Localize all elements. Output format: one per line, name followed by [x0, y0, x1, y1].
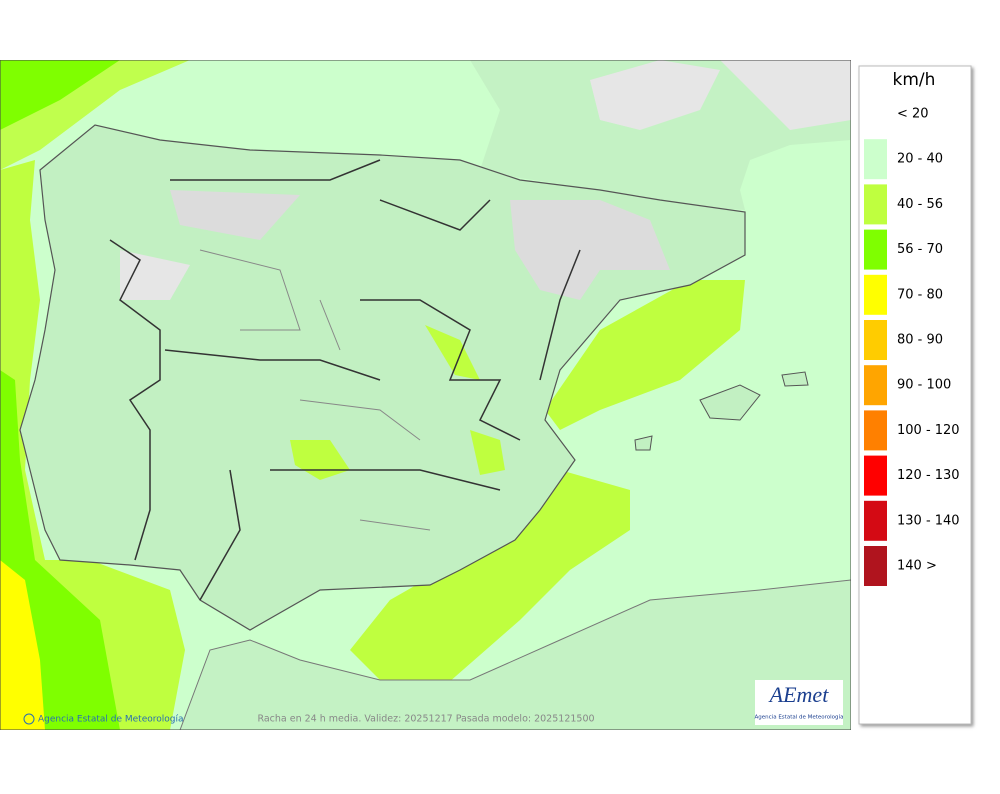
legend-label: 80 - 90 [897, 333, 943, 348]
credit: Agencia Estatal de Meteorología [38, 715, 184, 725]
legend-swatch [864, 365, 887, 406]
legend-swatch [864, 229, 887, 270]
legend-label: 100 - 120 [897, 423, 960, 438]
legend: km/h < 20 20 - 40 40 - 56 56 - 70 70 - 80 80 … [858, 65, 972, 725]
legend-label: 140 > [897, 559, 937, 574]
caption: Racha en 24 h media. Validez: 20251217 P… [257, 714, 594, 725]
legend-label: 90 - 100 [897, 378, 951, 393]
legend-swatch [864, 184, 887, 225]
legend-label: 120 - 130 [897, 468, 960, 483]
legend-swatch [864, 500, 887, 541]
legend-swatch [864, 274, 887, 315]
logo-text: AEmet [768, 682, 830, 707]
legend-swatch [864, 410, 887, 451]
legend-label: 70 - 80 [897, 287, 943, 302]
legend-swatch [864, 546, 887, 586]
legend-label: < 20 [897, 107, 929, 122]
legend-label: 56 - 70 [897, 242, 943, 257]
legend-label: 20 - 40 [897, 152, 943, 167]
logo-subtitle: Agencia Estatal de Meteorología [755, 714, 844, 721]
legend-label: 40 - 56 [897, 197, 943, 212]
legend-unit: km/h [893, 70, 936, 90]
legend-label: 130 - 140 [897, 513, 960, 528]
legend-swatch [864, 320, 887, 360]
legend-swatch [864, 139, 887, 180]
map [0, 60, 851, 730]
copyright-icon [23, 713, 35, 725]
logo: AEmet Agencia Estatal de Meteorología [755, 680, 844, 725]
legend-swatch [864, 455, 887, 496]
